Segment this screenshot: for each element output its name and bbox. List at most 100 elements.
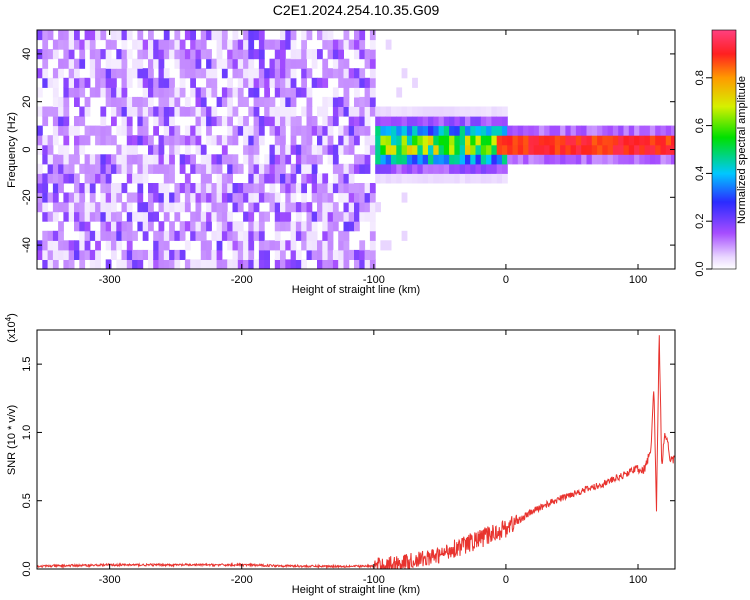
heatmap-cell (52, 87, 59, 98)
heatmap-cell (95, 173, 101, 184)
heatmap-cell (237, 183, 244, 194)
heatmap-cell (422, 135, 429, 146)
heatmap-cell (190, 49, 196, 60)
heatmap-cell (169, 249, 175, 260)
heatmap-cell (137, 173, 144, 184)
heatmap-cell (295, 49, 302, 60)
heatmap-cell (327, 249, 334, 260)
heatmap-cell (63, 154, 70, 165)
heatmap-cell (126, 163, 133, 174)
heatmap-cell (206, 68, 212, 79)
heatmap-cell (433, 144, 440, 155)
heatmap-cell (285, 144, 292, 155)
chart-title: C2E1.2024.254.10.35.G09 (272, 2, 440, 18)
heatmap-cell (68, 87, 75, 98)
heatmap-cell (95, 240, 101, 251)
heatmap-cell (163, 230, 170, 241)
colorbar-tick-label: 0.6 (694, 118, 706, 133)
heatmap-cell (597, 144, 603, 155)
heatmap-cell (554, 154, 561, 165)
heatmap-cell (200, 230, 207, 241)
heatmap-cell (258, 96, 265, 107)
heatmap-cell (290, 221, 297, 232)
heatmap-cell (111, 202, 117, 213)
heatmap-cell (163, 173, 170, 184)
heatmap-cell (380, 144, 387, 155)
heatmap-cell (132, 96, 138, 107)
heatmap-cell (237, 58, 244, 69)
heatmap-cell (232, 87, 239, 98)
heatmap-cell (158, 135, 165, 146)
heatmap-cell (433, 163, 440, 174)
heatmap-cell (258, 173, 265, 184)
heatmap-cell (317, 211, 323, 222)
snr-panel: -300 -200 -100 0 100 0.00.51.01.5 Height of … (4, 313, 676, 596)
heatmap-cell (274, 125, 281, 136)
heatmap-cell (169, 221, 175, 232)
heatmap-cell (195, 211, 202, 222)
heatmap-cell (401, 116, 408, 127)
heatmap-cell (317, 49, 323, 60)
heatmap-cell (216, 259, 223, 269)
heatmap-cell (158, 221, 165, 232)
heatmap-cell (169, 96, 175, 107)
heatmap-cell (232, 125, 239, 136)
heatmap-cell (211, 116, 218, 127)
heatmap-cell (496, 125, 503, 136)
heatmap-cell (142, 249, 149, 260)
heatmap-cell (327, 68, 334, 79)
heatmap-cell (311, 192, 318, 203)
heatmap-cell (311, 240, 318, 251)
heatmap-cell (79, 163, 86, 174)
heatmap-cell (512, 135, 519, 146)
heatmap-cell (137, 30, 144, 41)
heatmap-cell (301, 230, 307, 241)
heatmap-cell (163, 30, 170, 41)
heatmap-cell (369, 49, 376, 60)
snr-exponent-label: (x104) (4, 313, 18, 343)
heatmap-cell (137, 259, 144, 269)
heatmap-cell (354, 249, 360, 260)
heatmap-cell (253, 192, 260, 203)
heatmap-cell (237, 49, 244, 60)
heatmap-cell (280, 211, 286, 222)
heatmap-cell (459, 144, 466, 155)
heatmap-cell (671, 135, 675, 146)
heatmap-cell (79, 87, 86, 98)
heatmap-cell (221, 30, 228, 41)
heatmap-cell (591, 135, 598, 146)
heatmap-cell (285, 30, 292, 41)
heatmap-cell (184, 144, 191, 155)
heatmap-cell (37, 249, 43, 260)
heatmap-cell (126, 106, 133, 117)
heatmap-cell (163, 240, 170, 251)
heatmap-cell (174, 192, 181, 203)
heatmap-cell (264, 68, 270, 79)
heatmap-cell (121, 68, 128, 79)
heatmap-cell (248, 211, 255, 222)
heatmap-cell (470, 163, 477, 174)
heatmap-cell (37, 30, 43, 41)
heatmap-cell (575, 135, 582, 146)
heatmap-cell (285, 192, 292, 203)
heatmap-cell (369, 183, 376, 194)
heatmap-cell (227, 96, 233, 107)
heatmap-cell (100, 106, 107, 117)
heatmap-cell (369, 96, 376, 107)
heatmap-cell (332, 259, 339, 269)
heatmap-cell (179, 87, 186, 98)
heatmap-cell (391, 163, 397, 174)
heatmap-cell (68, 163, 75, 174)
heatmap-cell (132, 154, 138, 165)
heatmap-cell (253, 77, 260, 88)
heatmap-cell (290, 135, 297, 146)
heatmap-cell (285, 96, 292, 107)
heatmap-cell (465, 163, 471, 174)
heatmap-cell (243, 135, 249, 146)
heatmap-cell (295, 154, 302, 165)
heatmap-cell (63, 173, 70, 184)
heatmap-cell (179, 154, 186, 165)
heatmap-cell (158, 154, 165, 165)
heatmap-cell (195, 58, 202, 69)
heatmap-cell (401, 154, 408, 165)
